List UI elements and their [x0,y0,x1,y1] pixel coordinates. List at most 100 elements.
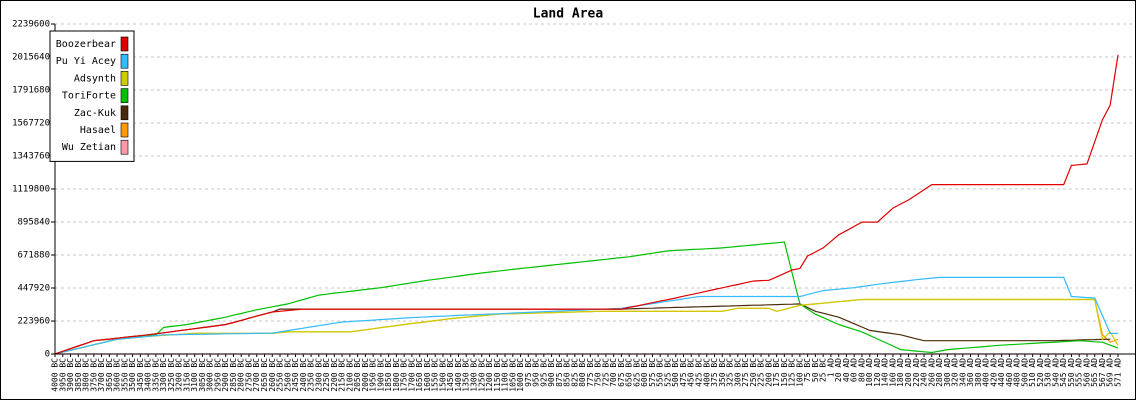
x-tick-label: 450 BC [687,358,696,387]
x-tick-label: 100 AD [865,358,874,387]
x-tick-label: 475 BC [679,358,688,387]
x-tick-label: 3400 BC [144,358,153,392]
x-tick-label: 4000 BC [51,358,60,392]
x-tick-label: 420 AD [989,358,998,387]
x-tick-label: 2400 BC [299,358,308,392]
x-tick-label: 3100 BC [190,358,199,392]
x-tick-label: 1500 BC [438,358,447,392]
y-tick-label: 223960 [17,317,50,327]
x-tick-label: 2050 BC [353,358,362,392]
legend-swatch [120,71,129,86]
y-tick-label: 2239600 [12,20,50,30]
x-tick-label: 50 BC [811,358,820,382]
x-tick-label: 425 BC [695,358,704,387]
x-tick-label: 1350 BC [462,358,471,392]
x-tick-label: 2650 BC [260,358,269,392]
x-tick-label: 1700 BC [407,358,416,392]
legend-label: Wu Zetian [62,142,116,153]
x-tick-label: 1050 BC [508,358,517,392]
x-tick-label: 550 BC [656,358,665,387]
x-tick-label: 1600 BC [423,358,432,392]
x-tick-label: 250 BC [749,358,758,387]
x-tick-label: 75 BC [803,358,812,382]
x-tick-label: 40 AD [842,358,851,382]
legend: Boozerbear Pu Yi Acey Adsynth ToriForte Zac-… [49,30,135,162]
x-tick-label: 500 AD [1020,358,1029,387]
x-tick-label: 2700 BC [252,358,261,392]
x-tick-label: 3300 BC [159,358,168,392]
x-tick-label: 240 AD [920,358,929,387]
x-tick-label: 2300 BC [314,358,323,392]
legend-swatch [120,36,129,52]
x-tick-label: 200 BC [764,358,773,387]
x-tick-label: 560 AD [1082,358,1091,387]
y-tick-label: 2015640 [12,53,50,63]
x-tick-label: 25 BC [819,358,828,382]
x-tick-label: 650 BC [625,358,634,387]
x-tick-label: 3550 BC [120,358,129,392]
x-tick-label: 2000 BC [361,358,370,392]
y-tick-label: 1119800 [12,185,50,195]
x-tick-label: 500 BC [671,358,680,387]
series-line [54,54,1119,355]
y-tick-label: 447920 [17,284,50,294]
x-tick-label: 2450 BC [291,358,300,392]
x-tick-label: 1550 BC [431,358,440,392]
x-tick-label: 2800 BC [237,358,246,392]
x-tick-label: 440 AD [997,358,1006,387]
x-tick-label: 1300 BC [469,358,478,392]
x-tick-label: 750 BC [594,358,603,387]
x-tick-label: 280 AD [935,358,944,387]
x-tick-label: 3050 BC [198,358,207,392]
x-tick-label: 20 AD [834,358,843,382]
y-tick-label: 1791680 [12,86,50,96]
x-tick-label: 480 AD [1013,358,1022,387]
x-tick-label: 2550 BC [276,358,285,392]
x-tick-label: 180 AD [896,358,905,387]
x-tick-label: 875 BC [555,358,564,387]
x-tick-label: 3700 BC [97,358,106,392]
x-tick-label: 260 AD [927,358,936,387]
x-tick-label: 1150 BC [493,358,502,392]
x-tick-label: 565 AD [1090,358,1099,387]
x-tick-label: 567 AD [1098,358,1107,387]
x-tick-label: 525 BC [663,358,672,387]
x-tick-label: 571 AD [1114,358,1123,387]
x-tick-label: 200 AD [904,358,913,387]
x-tick-label: 350 BC [718,358,727,387]
x-tick-label: 925 BC [539,358,548,387]
x-tick-label: 555 AD [1075,358,1084,387]
legend-swatch [120,139,129,155]
x-tick-label: 3800 BC [82,358,91,392]
x-tick-label: 320 AD [951,358,960,387]
x-tick-label: 3200 BC [175,358,184,392]
x-tick-label: 675 BC [617,358,626,387]
legend-label: ToriForte [62,91,116,102]
x-tick-label: 1850 BC [384,358,393,392]
x-tick-label: 2900 BC [221,358,230,392]
x-tick-label: 360 AD [966,358,975,387]
series-line [54,241,1119,355]
x-tick-label: 600 BC [640,358,649,387]
x-tick-label: 3450 BC [136,358,145,392]
chart-title: Land Area [533,7,604,22]
x-tick-label: 2850 BC [229,358,238,392]
x-tick-label: 300 AD [943,358,952,387]
legend-swatch [120,122,129,138]
x-tick-label: 80 AD [857,358,866,382]
x-tick-label: 575 BC [648,358,657,387]
legend-label: Zac-Kuk [74,108,116,119]
y-tick-label: 0 [45,350,50,360]
x-tick-label: 400 BC [702,358,711,387]
y-tick-label: 1343760 [12,152,50,162]
x-tick-label: 150 BC [780,358,789,387]
x-tick-label: 545 AD [1059,358,1068,387]
x-tick-label: 1200 BC [485,358,494,392]
x-tick-label: 800 BC [578,358,587,387]
x-tick-label: 1450 BC [446,358,455,392]
x-tick-label: 140 AD [881,358,890,387]
legend-label: Pu Yi Acey [56,56,116,67]
x-tick-label: 569 AD [1106,358,1115,387]
